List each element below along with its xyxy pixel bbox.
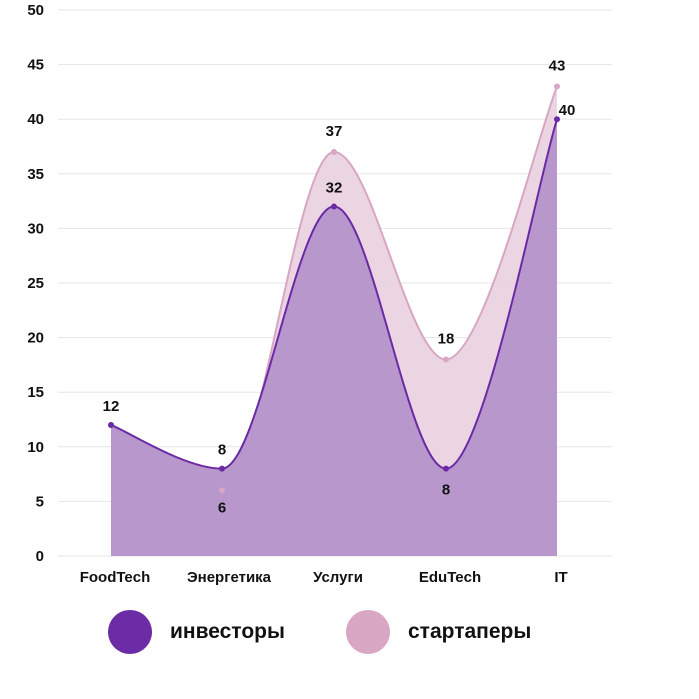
legend-label-startups: стартаперы — [408, 620, 532, 643]
data-label-investors-3: 8 — [442, 482, 450, 499]
point-investors-3 — [443, 465, 449, 472]
y-tick-label-0: 0 — [36, 548, 44, 565]
point-startups-2 — [331, 148, 337, 155]
data-label-startups-1: 6 — [218, 499, 226, 516]
series-areas — [110, 86, 558, 556]
y-tick-label-30: 30 — [27, 220, 44, 237]
point-investors-1 — [219, 465, 225, 472]
legend-item-investors: инвесторы — [108, 608, 285, 656]
legend-label-investors: инвесторы — [170, 620, 285, 643]
y-tick-label-20: 20 — [27, 330, 44, 347]
y-tick-label-10: 10 — [27, 439, 44, 456]
x-tick-label-2: Услуги — [313, 569, 363, 586]
area-investors — [111, 119, 557, 556]
legend-swatch-investors — [108, 610, 152, 654]
y-tick-label-15: 15 — [27, 384, 44, 401]
y-tick-label-25: 25 — [27, 275, 44, 292]
point-startups-1 — [219, 487, 225, 494]
legend-item-startups: стартаперы — [346, 608, 531, 656]
point-investors-0 — [108, 421, 114, 428]
y-axis: 0 5 10 15 20 25 30 35 40 45 50 — [27, 2, 44, 565]
point-startups-3 — [443, 356, 449, 363]
data-label-investors-1: 8 — [218, 442, 226, 459]
data-label-startups-3: 18 — [438, 330, 455, 347]
y-tick-label-5: 5 — [36, 493, 44, 510]
data-label-investors-0: 12 — [103, 398, 120, 415]
data-labels: 12 8 6 37 32 18 8 43 40 — [103, 57, 576, 516]
data-points — [108, 83, 560, 494]
y-tick-label-40: 40 — [27, 111, 44, 128]
point-investors-2 — [331, 203, 337, 210]
data-label-investors-4: 40 — [559, 102, 576, 119]
y-tick-label-50: 50 — [27, 2, 44, 19]
legend-swatch-startups — [346, 610, 390, 654]
x-tick-label-4: IT — [554, 569, 567, 586]
data-label-startups-4: 43 — [549, 57, 566, 74]
x-tick-label-1: Энергетика — [187, 569, 272, 586]
x-axis: FoodTech Энергетика Услуги EduTech IT — [80, 569, 568, 586]
x-tick-label-3: EduTech — [419, 569, 481, 586]
x-tick-label-0: FoodTech — [80, 569, 151, 586]
legend: инвесторы стартаперы — [0, 608, 699, 668]
data-label-investors-2: 32 — [326, 180, 343, 197]
area-chart: 0 5 10 15 20 25 30 35 40 45 50 FoodTech Энергетика У… — [27, 2, 612, 586]
y-tick-label-45: 45 — [27, 57, 44, 74]
point-startups-4 — [554, 83, 560, 90]
point-investors-4 — [554, 116, 560, 123]
data-label-startups-2: 37 — [326, 123, 343, 140]
y-tick-label-35: 35 — [27, 166, 44, 183]
